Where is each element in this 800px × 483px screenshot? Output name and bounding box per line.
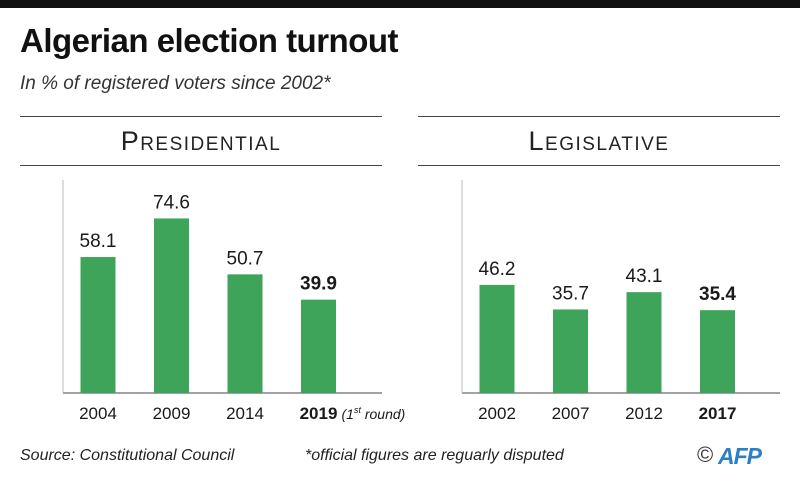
- legislative-bar-2017: [700, 310, 735, 393]
- legislative-panel-title: Legislative: [418, 116, 780, 166]
- legislative-tick-label-2017: 2017: [699, 404, 737, 423]
- legislative-value-label-2007: 35.7: [552, 283, 589, 304]
- chart-title: Algerian election turnout: [20, 22, 399, 59]
- chart-subtitle: In % of registered voters since 2002*: [20, 73, 331, 94]
- presidential-bar-2014: [227, 274, 263, 393]
- afp-logo: © AFP: [697, 441, 781, 469]
- presidential-bar-2004: [80, 257, 116, 393]
- legislative-value-label-2002: 46.2: [479, 259, 516, 280]
- afp-logo-mark: AFP: [717, 443, 781, 467]
- presidential-value-label-2019: 39.9: [300, 274, 337, 295]
- presidential-value-label-2009: 74.6: [153, 192, 190, 213]
- afp-logo-icon: AFP: [717, 443, 764, 467]
- presidential-tick-label-2004: 2004: [79, 404, 117, 423]
- legislative-bar-2007: [553, 309, 588, 393]
- presidential-bar-2019: [301, 299, 336, 393]
- legislative-bar-2002: [479, 284, 515, 393]
- disputed-footnote: *official figures are reguarly disputed: [305, 447, 564, 464]
- legislative-value-label-2017: 35.4: [699, 284, 736, 305]
- legislative-bar-2012: [626, 292, 662, 393]
- presidential-tick-label-2014: 2014: [226, 404, 264, 423]
- copyright-symbol: ©: [697, 442, 714, 467]
- source-note: Source: Constitutional Council: [20, 447, 235, 464]
- legislative-tick-label-2002: 2002: [478, 404, 516, 423]
- presidential-value-label-2004: 58.1: [80, 231, 117, 252]
- presidential-round-note: (1st round): [342, 405, 406, 422]
- presidential-tick-label-2019: 2019: [300, 404, 338, 423]
- presidential-bar-2009: [154, 218, 189, 393]
- legislative-tick-label-2007: 2007: [552, 404, 590, 423]
- top-bar: [0, 0, 800, 8]
- presidential-value-label-2014: 50.7: [227, 248, 264, 269]
- legislative-value-label-2012: 43.1: [626, 266, 663, 287]
- legislative-tick-label-2012: 2012: [625, 404, 663, 423]
- presidential-tick-label-2009: 2009: [153, 404, 191, 423]
- presidential-panel-title: Presidential: [20, 116, 382, 166]
- svg-text:AFP: AFP: [717, 443, 763, 467]
